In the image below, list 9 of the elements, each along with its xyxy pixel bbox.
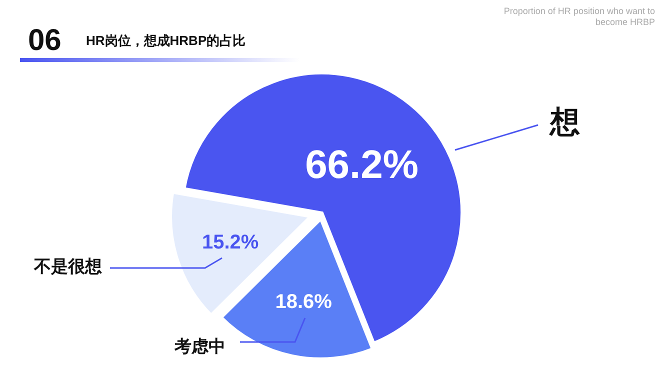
text: 06 (28, 24, 62, 57)
data-label: 18.6% (275, 291, 332, 314)
chart-title: HR岗位，想成HRBP的占比 (86, 33, 246, 48)
chart-subtitle: Proportion of HR position who want to become HRBP (502, 6, 655, 28)
data-label: 15.2% (202, 232, 259, 254)
slice-label: 考虑中 (174, 337, 226, 356)
slice-label: 想 (549, 106, 580, 139)
data-label: 66.2% (305, 143, 418, 188)
slice-label: 不是很想 (33, 257, 103, 276)
